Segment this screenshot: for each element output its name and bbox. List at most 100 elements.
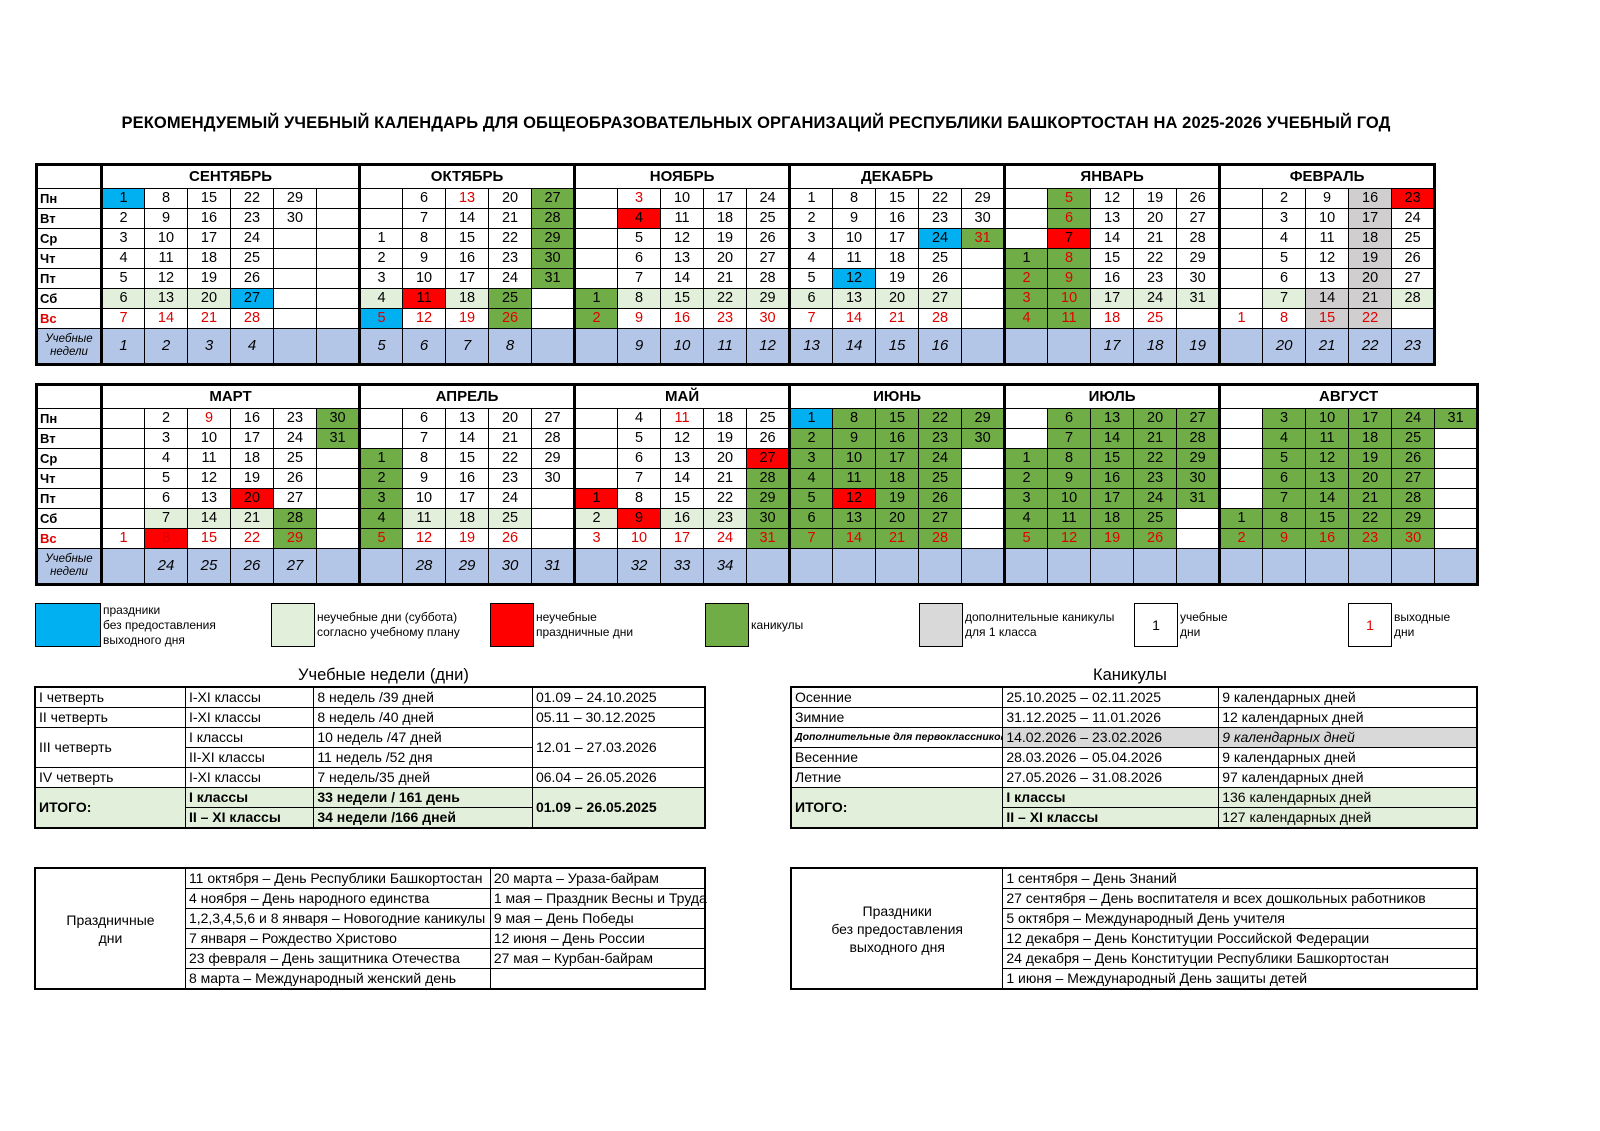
- day-cell: [573, 428, 619, 449]
- weekday-label: Чт: [36, 468, 102, 489]
- day-cell: 3: [617, 188, 662, 209]
- day-cell: 20: [1348, 468, 1393, 489]
- day-cell: 6: [617, 248, 662, 269]
- day-cell: 29: [531, 228, 576, 249]
- day-cell: 19: [875, 488, 920, 509]
- dates: 01.09 – 26.05.2025: [531, 787, 706, 829]
- day-cell: 17: [1090, 488, 1135, 509]
- quarter-label: II четверть: [34, 707, 186, 728]
- day-cell: [358, 408, 404, 429]
- legend-light-swatch: [271, 603, 315, 647]
- day-cell: 17: [1348, 208, 1393, 229]
- day-cell: 26: [1391, 248, 1436, 269]
- table-row: 12 декабря – День Конституции Российской…: [791, 928, 1478, 949]
- day-cell: 9: [144, 208, 188, 229]
- holiday-duration: 9 календарных дней: [1218, 727, 1478, 748]
- day-cell: 22: [230, 188, 274, 209]
- day-cell: 30: [1176, 468, 1221, 489]
- day-cell: 5: [617, 228, 662, 249]
- week-number: [573, 328, 619, 365]
- day-cell: 13: [187, 488, 231, 509]
- day-cell: [961, 528, 1006, 549]
- day-cell: 11: [1305, 228, 1350, 249]
- table-row: Дополнительные для первоклассников 14.02.…: [790, 727, 1478, 748]
- day-cell: 23: [918, 428, 963, 449]
- non-off-item: 24 декабря – День Конституции Республики…: [1002, 948, 1478, 969]
- day-cell: 13: [660, 248, 705, 269]
- day-cell: 8: [832, 188, 877, 209]
- day-cell: 12: [1047, 528, 1092, 549]
- day-cell: 16: [445, 468, 490, 489]
- day-cell: 4: [144, 448, 188, 469]
- holiday-name: Зимние: [790, 707, 1004, 728]
- weeks-label: Учебные недели: [36, 548, 102, 585]
- day-cell: [315, 488, 361, 509]
- day-cell: 8: [144, 188, 188, 209]
- day-cell: 24: [230, 228, 274, 249]
- dates: 06.04 – 26.05.2026: [531, 767, 706, 788]
- day-cell: 25: [1391, 428, 1436, 449]
- day-cell: 28: [1391, 488, 1436, 509]
- holiday-duration: 136 календарных дней: [1218, 787, 1478, 808]
- day-cell: [1003, 188, 1049, 209]
- day-cell: 18: [187, 248, 231, 269]
- day-cell: 31: [746, 528, 791, 549]
- day-cell: 26: [746, 428, 791, 449]
- day-cell: 29: [961, 188, 1006, 209]
- day-cell: 28: [230, 308, 274, 329]
- festive-item: 9 мая – День Победы: [489, 908, 706, 929]
- day-cell: 26: [918, 268, 963, 289]
- duration: 33 недели / 161 день: [313, 787, 533, 808]
- day-cell: 10: [617, 528, 662, 549]
- day-cell: [1176, 508, 1221, 529]
- day-cell: 2: [100, 208, 145, 229]
- day-cell: [961, 308, 1006, 329]
- day-cell: 13: [445, 408, 490, 429]
- day-cell: 3: [1262, 408, 1307, 429]
- day-cell: 6: [788, 288, 834, 309]
- day-cell: 8: [617, 488, 662, 509]
- weeks-table: I четверть I-XI классы 8 недель /39 дней…: [34, 686, 706, 829]
- day-cell: 2: [573, 308, 619, 329]
- day-cell: 9: [1047, 268, 1092, 289]
- day-cell: 28: [918, 308, 963, 329]
- day-cell: 10: [144, 228, 188, 249]
- day-cell: 25: [918, 248, 963, 269]
- week-number: 12: [746, 328, 791, 365]
- day-cell: 18: [1090, 308, 1135, 329]
- day-cell: 26: [1391, 448, 1436, 469]
- day-cell: [315, 448, 361, 469]
- day-cell: 13: [1305, 268, 1350, 289]
- day-row: Вт 3 10 17 24 31 7 14 21 28 5 12 19 26 2 9 16 23 30 7 14 21 28…: [36, 428, 1479, 449]
- day-cell: 27: [1391, 468, 1436, 489]
- day-cell: [100, 408, 145, 429]
- day-cell: 8: [402, 228, 447, 249]
- day-cell: 30: [1176, 268, 1221, 289]
- day-cell: 31: [1176, 288, 1221, 309]
- week-number: 18: [1133, 328, 1178, 365]
- day-cell: 27: [1391, 268, 1436, 289]
- non-off-item: 27 сентября – День воспитателя и всех до…: [1002, 888, 1478, 909]
- non-off-item: 12 декабря – День Конституции Российской…: [1002, 928, 1478, 949]
- day-cell: 25: [918, 468, 963, 489]
- holiday-name: Осенние: [790, 686, 1004, 708]
- day-cell: 12: [660, 428, 705, 449]
- day-cell: 21: [230, 508, 274, 529]
- day-cell: [1218, 188, 1264, 209]
- week-number: 10: [660, 328, 705, 365]
- table-row: III четверть I классы 10 недель /47 дней…: [34, 727, 706, 768]
- duration: 8 недель /39 дней: [313, 686, 533, 708]
- day-cell: 9: [617, 508, 662, 529]
- day-cell: 25: [488, 508, 533, 529]
- classes: I-XI классы: [184, 686, 315, 708]
- day-cell: 6: [402, 408, 447, 429]
- day-cell: 14: [660, 268, 705, 289]
- day-cell: 12: [1305, 248, 1350, 269]
- day-cell: 17: [875, 228, 920, 249]
- week-number: 13: [788, 328, 834, 365]
- day-cell: 22: [918, 188, 963, 209]
- day-cell: 10: [1047, 288, 1092, 309]
- day-cell: 21: [1133, 428, 1178, 449]
- day-cell: [573, 248, 619, 269]
- day-cell: 2: [1003, 268, 1049, 289]
